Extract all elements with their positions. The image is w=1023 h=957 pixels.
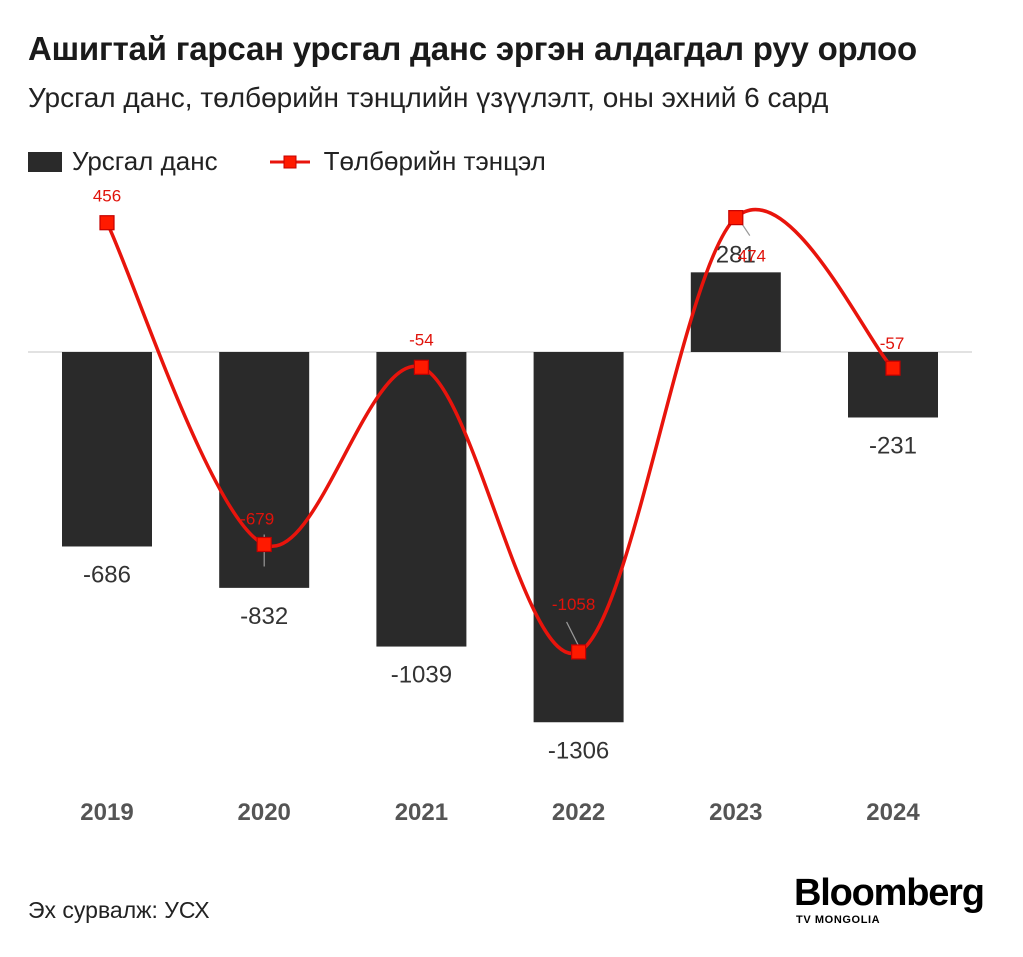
source-note: Эх сурвалж: УСХ — [28, 897, 210, 923]
category-label-2024: 2024 — [866, 799, 920, 826]
legend-bar-label: Урсгал данс — [72, 146, 218, 176]
balance-marker-2020 — [256, 536, 272, 553]
balance-value-label-2022: -1058 — [552, 595, 595, 614]
balance-marker-2023 — [728, 210, 744, 226]
balance-marker-2024 — [885, 360, 901, 376]
logo-sub-text: TV MONGOLIA — [796, 914, 881, 926]
legend-item-line: Төлбөрийн тэнцэл — [269, 146, 546, 177]
chart-subtitle: Урсгал данс, төлбөрийн тэнцлийн үзүүлэлт… — [28, 82, 829, 113]
balance-value-label-2020: -679 — [240, 509, 274, 528]
bar-value-label-2022: -1306 — [548, 737, 609, 764]
balance-value-label-2023: 474 — [738, 247, 766, 266]
balance-value-label-2024: -57 — [880, 334, 905, 353]
legend-item-bar: Урсгал данс — [28, 146, 218, 177]
legend-bar-swatch — [28, 151, 62, 172]
balance-value-label-2019: 456 — [93, 187, 121, 206]
chart: -686 -832 -1039 -1306 281 -231 456 -679 -54 -1058… — [28, 187, 972, 826]
category-label-2023: 2023 — [709, 799, 762, 826]
logo-main-text: Bloomberg — [794, 872, 985, 914]
balance-marker-2019 — [99, 215, 115, 231]
balance-value-label-2021: -54 — [409, 330, 434, 349]
bar-2022 — [533, 352, 624, 723]
bar-value-label-2021: -1039 — [391, 662, 452, 689]
legend-line-label: Төлбөрийн тэнцэл — [323, 146, 546, 176]
balance-marker-2022 — [570, 644, 587, 660]
category-label-2021: 2021 — [395, 799, 448, 826]
bar-value-label-2024: -231 — [869, 432, 917, 459]
chart-title: Ашигтай гарсан урсгал данс эргэн алдагда… — [28, 30, 917, 67]
bloomberg-logo: Bloomberg TV MONGOLIA — [794, 872, 985, 932]
bar-value-label-2019: -686 — [83, 561, 131, 588]
label-leader-2023 — [741, 223, 751, 236]
bar-2019 — [62, 352, 152, 547]
balance-marker-2021 — [413, 359, 429, 375]
bar-value-label-2023: 281 — [716, 241, 756, 268]
bar-2023 — [690, 272, 781, 352]
category-label-2019: 2019 — [80, 799, 133, 826]
label-leader-2022 — [566, 621, 580, 647]
bar-2021 — [376, 352, 467, 647]
legend: Урсгал данс Төлбөрийн тэнцэл — [28, 146, 598, 177]
bar-value-label-2020: -832 — [240, 603, 288, 630]
category-label-2020: 2020 — [238, 799, 291, 826]
legend-line-swatch — [269, 155, 310, 168]
category-label-2022: 2022 — [552, 799, 605, 826]
